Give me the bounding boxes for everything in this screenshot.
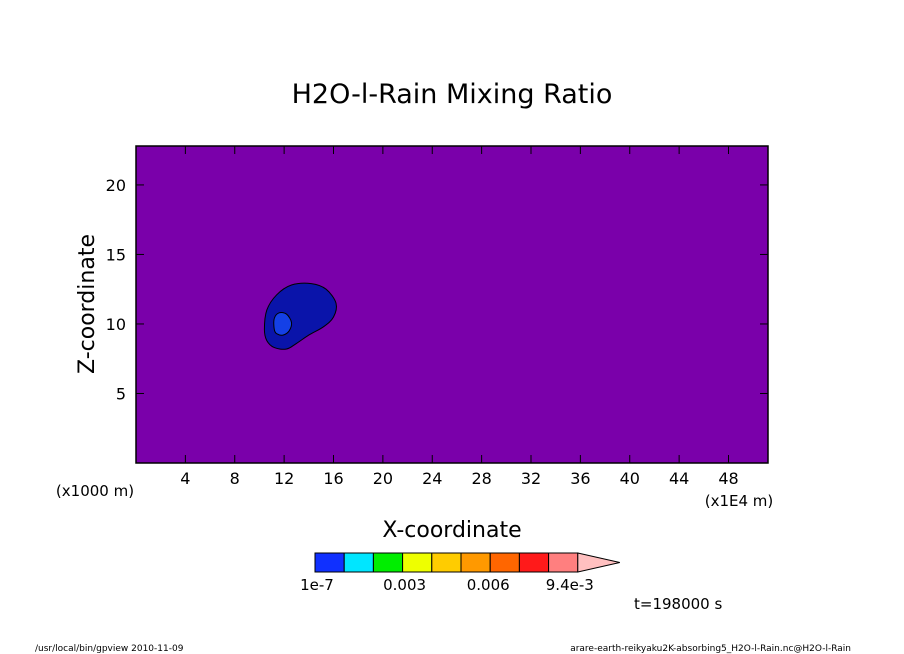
- colorbar-label-2: 0.006: [467, 576, 510, 594]
- footer-right: arare-earth-reikyaku2K-absorbing5_H2O-l-…: [570, 644, 851, 654]
- y-axis-label: Z-coordinate: [75, 234, 100, 374]
- colorbar-cell-6: [489, 552, 520, 573]
- colorbar-label-3: 9.4e-3: [546, 576, 594, 594]
- colorbar-cell-8: [548, 552, 579, 573]
- colorbar-cell-2: [372, 552, 404, 573]
- contour-region-1: [273, 311, 293, 336]
- x-tick-label-36: 36: [570, 469, 590, 488]
- x-unit-note: (x1E4 m): [705, 492, 774, 510]
- plot-background: [136, 146, 768, 463]
- y-tick-label-15: 15: [106, 245, 126, 264]
- x-axis-label: X-coordinate: [382, 518, 521, 543]
- colorbar-cell-4: [431, 552, 462, 573]
- footer-left: /usr/local/bin/gpview 2010-11-09: [35, 644, 184, 654]
- colorbar-cell-0: [314, 552, 345, 573]
- colorbar-cell-5: [460, 552, 491, 573]
- y-tick-label-5: 5: [116, 384, 126, 403]
- y-tick-label-10: 10: [106, 315, 126, 334]
- x-tick-label-28: 28: [471, 469, 491, 488]
- colorbar-label-1: 0.003: [383, 576, 426, 594]
- colorbar-arrow: [577, 552, 620, 573]
- x-tick-label-8: 8: [230, 469, 240, 488]
- x-tick-label-12: 12: [274, 469, 294, 488]
- chart-title: H2O-l-Rain Mixing Ratio: [292, 79, 613, 110]
- x-tick-label-40: 40: [620, 469, 640, 488]
- y-tick-label-20: 20: [106, 176, 126, 195]
- y-unit-note: (x1000 m): [56, 482, 134, 500]
- x-tick-label-32: 32: [521, 469, 541, 488]
- colorbar: 1e-7 0.003 0.006 9.4e-3: [300, 552, 620, 594]
- colorbar-cell-1: [343, 552, 374, 573]
- colorbar-cell-7: [518, 552, 550, 573]
- x-tick-label-20: 20: [373, 469, 393, 488]
- x-tick-label-44: 44: [669, 469, 689, 488]
- x-tick-label-48: 48: [718, 469, 738, 488]
- x-tick-label-4: 4: [180, 469, 190, 488]
- colorbar-cell-3: [402, 552, 433, 573]
- contour-layer: [263, 282, 337, 350]
- plot-frame: [135, 145, 769, 464]
- x-tick-label-24: 24: [422, 469, 442, 488]
- colorbar-label-0: 1e-7: [300, 576, 334, 594]
- time-label: t=198000 s: [634, 595, 722, 613]
- x-tick-label-16: 16: [323, 469, 343, 488]
